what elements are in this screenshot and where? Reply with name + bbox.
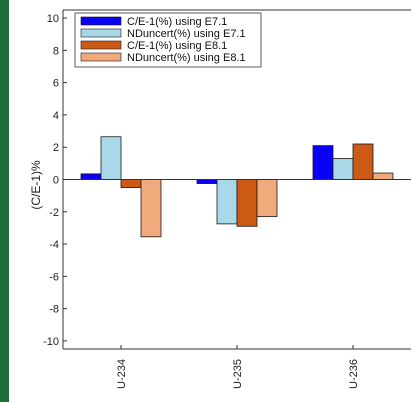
y-tick-label: -10 <box>43 336 59 348</box>
y-tick-label: -8 <box>49 304 59 316</box>
x-tick-label: U-236 <box>348 359 360 389</box>
y-axis-label: (C/E-1)% <box>29 160 43 210</box>
y-tick-label: -2 <box>49 207 59 219</box>
y-tick-label: 0 <box>53 175 59 187</box>
y-tick-label: 8 <box>53 45 59 57</box>
legend-label-3: C/E-1(%) using E8.1 <box>127 40 227 52</box>
bar-u-236-series-2 <box>332 158 354 180</box>
bar-u-235-series-4 <box>256 179 278 218</box>
bar-u-235-series-1 <box>196 179 218 184</box>
bar-u-236-series-4 <box>372 172 394 180</box>
bar-u-234-series-2 <box>100 136 122 180</box>
legend-label-4: NDuncert(%) using E8.1 <box>127 52 246 64</box>
legend-label-2: NDuncert(%) using E7.1 <box>127 28 246 40</box>
legend-swatch-1 <box>80 16 122 26</box>
chart-frame: U-234 U-235 U-236 -10 -8 -6 -4 -2 0 2 4 6 8 10 C/E-1(… <box>9 0 413 402</box>
y-tick-label: 2 <box>53 142 59 154</box>
bar-u-234-series-4 <box>140 179 162 238</box>
bar-u-235-series-2 <box>216 179 238 225</box>
legend-swatch-4 <box>80 52 122 62</box>
y-tick-label: -6 <box>49 271 59 283</box>
legend-label-1: C/E-1(%) using E7.1 <box>127 16 227 28</box>
bar-u-235-series-3 <box>236 179 258 227</box>
bar-u-234-series-3 <box>120 179 142 188</box>
bars-layer <box>80 136 394 238</box>
x-tick-label: U-234 <box>116 359 128 389</box>
bar-u-236-series-1 <box>312 145 334 180</box>
y-tick-label: 10 <box>47 13 59 25</box>
legend-swatch-3 <box>80 40 122 50</box>
bar-u-234-series-1 <box>80 173 102 180</box>
axes-layer: U-234 U-235 U-236 -10 -8 -6 -4 -2 0 2 4 6 8 10 <box>43 9 411 389</box>
x-tick-label: U-235 <box>232 359 244 389</box>
y-tick-label: 4 <box>53 110 59 122</box>
legend-swatch-2 <box>80 28 122 38</box>
bar-chart: U-234 U-235 U-236 -10 -8 -6 -4 -2 0 2 4 6 8 10 C/E-1(… <box>29 9 411 389</box>
y-tick-label: -4 <box>49 239 59 251</box>
y-tick-label: 6 <box>53 78 59 90</box>
bar-u-236-series-3 <box>352 143 374 180</box>
